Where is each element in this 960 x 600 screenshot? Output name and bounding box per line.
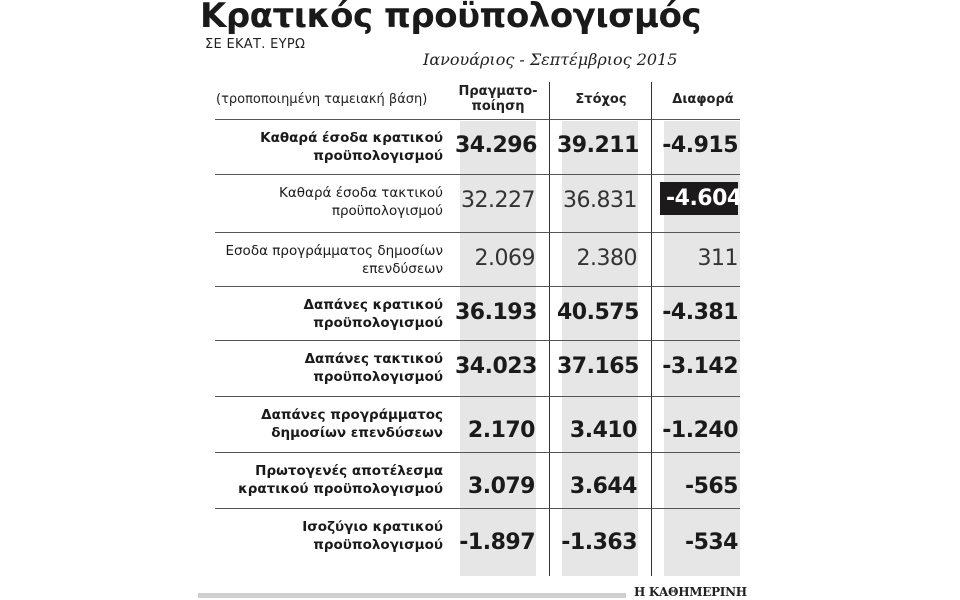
cell-diff: -3.142 [662,354,738,379]
column-header-actual-line1: Πραγματο- [458,84,538,99]
row-label-line2: προϋπολογισμού [313,148,443,164]
row-label: Καθαρά έσοδα τακτικού προϋπολογισμού [215,184,443,220]
row-label-line2: επενδύσεων [361,261,443,277]
row-label-line2: δημοσίων επενδύσεων [271,425,443,441]
column-header-diff: Διαφορά [672,92,734,107]
row-label: Πρωτογενές αποτέλεσμα κρατικού προϋπολογι… [215,462,443,498]
row-label: Ισοζύγιο κρατικού προϋπολογισμού [215,518,443,554]
column-header-actual-line2: ποίηση [471,99,525,114]
page-title: Κρατικός προϋπολογισμός [200,0,702,36]
row-divider [215,452,740,453]
cell-diff-highlight: -4.604 [660,182,742,215]
column-header-actual: Πραγματο- ποίηση [455,84,541,114]
cell-diff: 311 [697,246,739,271]
row-label-line1: Δαπάνες προγράμματος [261,407,443,423]
cell-diff: -1.240 [662,418,738,443]
row-label: Καθαρά έσοδα κρατικού προϋπολογισμού [215,129,443,165]
row-label: Δαπάνες προγράμματος δημοσίων επενδύσεων [215,406,443,442]
row-label-line2: προϋπολογισμού [313,369,443,385]
column-bg-actual [460,121,536,576]
row-divider [215,232,740,233]
row-divider [215,174,740,175]
row-divider [215,119,740,120]
row-label-line1: Καθαρά έσοδα τακτικού [279,185,443,201]
row-label-line2: προϋπολογισμού [313,315,443,331]
row-divider [215,286,740,287]
cell-target: 39.211 [557,133,639,158]
row-label-line2: προϋπολογισμού [331,203,443,219]
row-label-line1: Εσοδα προγράμματος δημοσίων [225,243,443,259]
row-label: Δαπάνες τακτικού προϋπολογισμού [215,350,443,386]
column-header-target: Στόχος [575,92,627,107]
cell-target: 40.575 [557,300,639,325]
cell-target: 3.410 [569,418,638,443]
cell-target: -1.363 [561,530,637,555]
row-label: Εσοδα προγράμματος δημοσίων επενδύσεων [215,242,443,278]
column-divider [651,82,652,576]
cell-target: 37.165 [557,354,639,379]
publisher-brand: Η ΚΑΘΗΜΕΡΙΝΗ [634,585,747,599]
row-label: Δαπάνες κρατικού προϋπολογισμού [215,296,443,332]
cell-target: 36.831 [563,188,637,213]
cell-diff: -534 [684,530,739,555]
row-label-line1: Δαπάνες τακτικού [304,351,443,367]
cell-target: 3.644 [569,474,638,499]
row-label-line1: Ισοζύγιο κρατικού [302,519,443,535]
row-label-line1: Καθαρά έσοδα κρατικού [260,130,443,146]
cell-actual: 34.296 [455,133,537,158]
cell-diff: -4.915 [662,133,738,158]
cell-diff: -565 [684,474,739,499]
cell-actual: 34.023 [455,354,537,379]
basis-label: (τροποποιημένη ταμειακή βάση) [216,92,428,107]
row-label-line2: προϋπολογισμού [313,537,443,553]
row-label-line2: κρατικού προϋπολογισμού [238,481,443,497]
cell-diff: -4.381 [662,300,738,325]
row-label-line1: Δαπάνες κρατικού [303,297,443,313]
row-divider [215,508,740,509]
cell-actual: 32.227 [461,188,535,213]
cell-actual: 2.069 [474,246,536,271]
cell-actual: 3.079 [467,474,536,499]
cell-actual: 36.193 [455,300,537,325]
column-divider [549,82,550,576]
footer-rule [198,593,626,598]
row-divider [215,396,740,397]
units-subtitle: ΣΕ ΕΚΑΤ. ΕΥΡΩ [205,37,306,52]
row-divider [215,340,740,341]
column-bg-target [562,121,638,576]
cell-actual: 2.170 [467,418,536,443]
cell-actual: -1.897 [459,530,535,555]
period-label: Ιανουάριος - Σεπτέμβριος 2015 [423,50,678,69]
cell-target: 2.380 [576,246,638,271]
row-label-line1: Πρωτογενές αποτέλεσμα [255,463,443,479]
